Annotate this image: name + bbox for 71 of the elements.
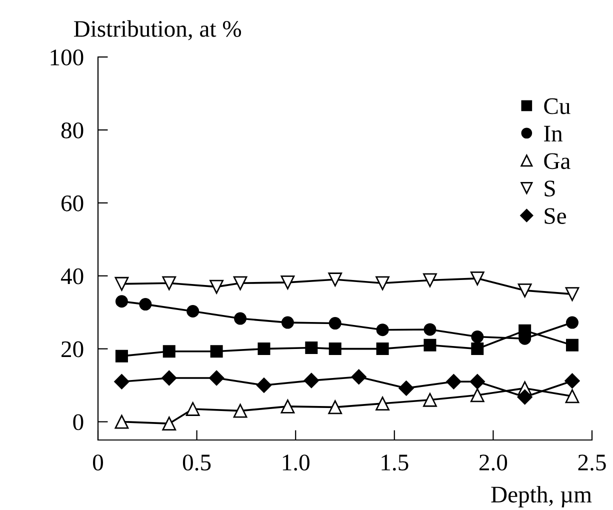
- point: [376, 342, 389, 356]
- y-tick-label: 20: [62, 341, 84, 358]
- point: [210, 280, 224, 294]
- x-tick-label: 0: [92, 454, 104, 471]
- point: [162, 345, 176, 358]
- y-tick-label: 100: [50, 49, 84, 66]
- point: [518, 284, 532, 298]
- point: [115, 295, 128, 308]
- x-tick-label: 1.0: [282, 454, 310, 471]
- point: [208, 370, 224, 386]
- point: [281, 316, 294, 329]
- point: [565, 389, 580, 404]
- point: [256, 378, 272, 393]
- point: [471, 342, 484, 356]
- y-axis-title: Distribution, at %: [74, 20, 242, 40]
- point: [114, 414, 129, 429]
- point: [305, 341, 318, 354]
- point: [258, 342, 270, 356]
- point: [328, 317, 342, 330]
- point: [233, 404, 248, 418]
- point: [162, 276, 176, 290]
- point: [328, 400, 342, 414]
- point: [446, 374, 462, 390]
- point: [517, 389, 532, 405]
- point: [423, 273, 437, 288]
- legend-label: Cu: [544, 98, 570, 114]
- point: [566, 338, 578, 352]
- point: [114, 374, 130, 390]
- point: [471, 330, 484, 344]
- point: [376, 396, 390, 410]
- point: [280, 275, 295, 290]
- point: [234, 312, 247, 325]
- point: [162, 416, 176, 431]
- point: [186, 304, 200, 318]
- y-tick-label: 80: [61, 122, 84, 138]
- legend-label: Se: [544, 208, 566, 224]
- x-tick-label: 2.5: [578, 454, 606, 471]
- legend-label: Ga: [544, 153, 570, 170]
- point: [139, 298, 152, 311]
- point: [398, 380, 414, 396]
- point: [565, 287, 580, 302]
- legend-label: In: [544, 126, 563, 142]
- point: [186, 402, 200, 416]
- x-axis-title: Depth, µm: [491, 486, 592, 508]
- point: [304, 372, 319, 388]
- y-tick-label: 40: [60, 268, 84, 284]
- y-tick-label: 60: [62, 195, 84, 212]
- point: [470, 374, 485, 390]
- point: [162, 370, 177, 386]
- point: [328, 272, 342, 286]
- point: [328, 342, 342, 356]
- point: [423, 392, 437, 407]
- y-tick-label: 0: [73, 414, 84, 430]
- point: [566, 316, 578, 329]
- point: [376, 276, 390, 290]
- point: [424, 323, 436, 336]
- point: [424, 338, 436, 352]
- x-tick-label: 2.0: [479, 454, 508, 471]
- point: [280, 399, 295, 414]
- point: [470, 271, 484, 286]
- x-tick-label: 0.5: [182, 454, 211, 471]
- point: [470, 388, 484, 402]
- point: [115, 350, 128, 362]
- point: [376, 324, 389, 336]
- x-tick-label: 1.5: [382, 454, 408, 471]
- legend-label: S: [544, 180, 555, 197]
- point: [564, 373, 580, 388]
- point: [351, 369, 366, 384]
- point: [233, 276, 248, 290]
- point: [210, 345, 223, 358]
- point: [114, 276, 129, 291]
